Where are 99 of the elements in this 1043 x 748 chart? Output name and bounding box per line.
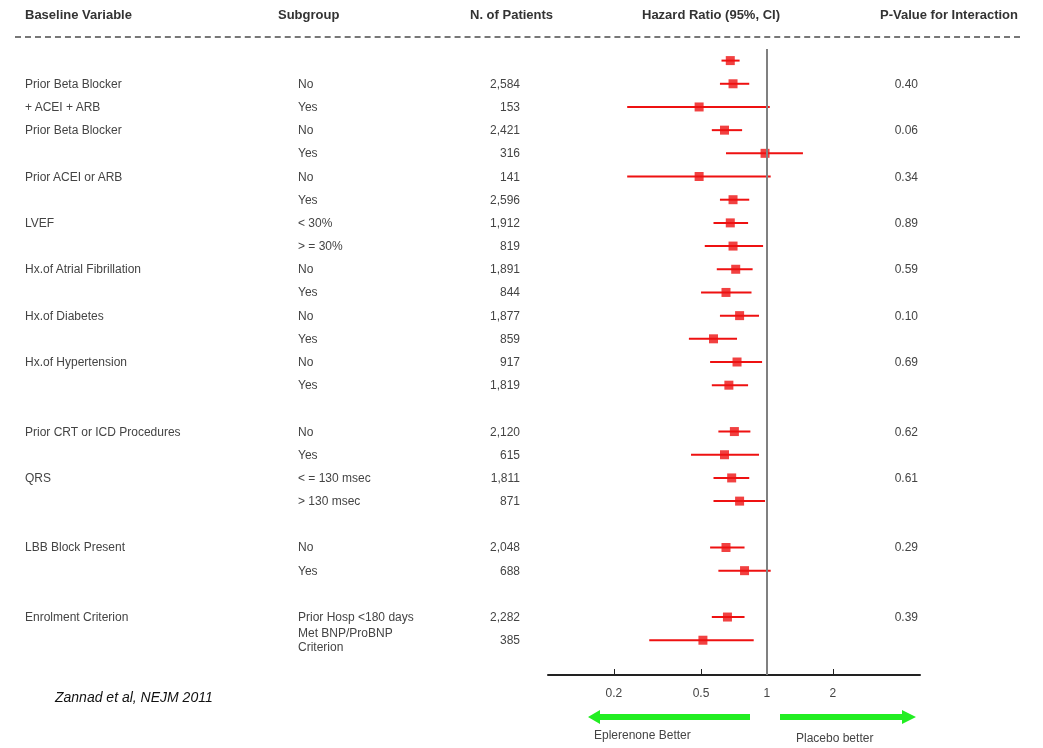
y-tick-label: 844 <box>499 285 521 300</box>
text: Baseline Variable <box>25 7 132 22</box>
x-tick-label: 2 <box>829 686 837 700</box>
point <box>731 264 741 274</box>
x-tick-label: 0.5 <box>692 686 710 700</box>
point <box>729 427 739 437</box>
text: P-Value for Interaction <box>880 7 1019 22</box>
text: No <box>298 355 314 369</box>
text: Yes <box>298 285 318 300</box>
y-tick-label: 153 <box>499 99 521 114</box>
point <box>728 195 738 205</box>
y-tick-label: 859 <box>499 331 521 346</box>
text: > = 30% <box>298 239 344 254</box>
y2-tick-label: 0.40 <box>894 76 919 91</box>
y-tick-label: 1,912 <box>489 215 521 230</box>
point <box>709 334 718 344</box>
y2-tick-label: 0.34 <box>894 169 919 184</box>
text: No <box>298 308 314 323</box>
text: No <box>298 169 314 184</box>
point <box>720 125 730 135</box>
point <box>740 566 750 576</box>
text: > 130 msec <box>298 494 361 509</box>
category-label: Hx.of Diabetes <box>25 308 104 323</box>
y2-tick-label: 0.62 <box>894 424 919 439</box>
text: No <box>298 424 314 439</box>
category-label: Prior ACEI or ARB <box>25 169 123 184</box>
y-tick-label: 2,282 <box>489 610 521 625</box>
x-tick-label: 1 <box>763 686 771 700</box>
text: Yes <box>298 378 318 393</box>
text: No <box>298 540 314 555</box>
category-label: QRS <box>25 470 52 485</box>
text: No <box>298 123 314 138</box>
point <box>732 357 742 367</box>
point <box>722 612 732 622</box>
y-tick-label: 1,811 <box>490 470 521 485</box>
text: No <box>298 262 314 277</box>
y-tick-label: 2,596 <box>489 192 521 207</box>
category-label: Prior CRT or ICD Procedures <box>25 424 181 439</box>
text: Eplerenone Better <box>594 728 691 742</box>
y2-tick-label: 0.61 <box>894 470 919 485</box>
y-tick-label: 141 <box>499 169 521 184</box>
text: Placebo better <box>796 731 874 745</box>
point <box>698 635 708 645</box>
category-label: LBB Block Present <box>25 540 126 555</box>
y-tick-label: 1,819 <box>489 378 521 393</box>
point <box>721 542 731 552</box>
x-axis-title: Hazard Ratio (95%, CI) <box>642 7 780 22</box>
text: No <box>298 76 314 91</box>
text: N. of Patients <box>470 7 554 22</box>
text: Yes <box>298 192 318 207</box>
y-tick-label: 316 <box>499 146 521 161</box>
text: < 30% <box>298 215 333 230</box>
point <box>735 496 745 506</box>
text: Yes <box>298 146 318 161</box>
point <box>727 473 737 483</box>
text: Yes <box>298 331 318 346</box>
y-tick-label: 917 <box>499 355 521 369</box>
category-label: + ACEI + ARB <box>25 99 101 114</box>
y-tick-label: 871 <box>499 494 521 509</box>
category-label: Hx.of Atrial Fibrillation <box>25 262 142 277</box>
category-label: Hx.of Hypertension <box>25 355 128 369</box>
text: Yes <box>298 99 318 114</box>
y2-tick-label: 0.10 <box>894 308 919 323</box>
text: < = 130 msec <box>298 470 371 485</box>
y2-tick-label: 0.59 <box>894 262 919 277</box>
text: Yes <box>298 447 318 462</box>
y-tick-label: 1,891 <box>489 262 521 277</box>
y2-tick-label: 0.29 <box>894 540 919 555</box>
y-tick-label: 2,048 <box>489 540 521 555</box>
y-tick-label: 2,421 <box>489 123 521 138</box>
y-tick-label: 2,120 <box>489 424 521 439</box>
y-tick-label: 688 <box>499 563 521 578</box>
point <box>735 311 745 321</box>
y2-tick-label: 0.69 <box>894 355 919 369</box>
category-label: Prior Beta Blocker <box>25 76 122 91</box>
point <box>720 450 730 460</box>
x-tick-label: 0.2 <box>605 686 623 700</box>
text: Subgroup <box>278 7 340 22</box>
y-tick-label: 1,877 <box>489 308 521 323</box>
y2-tick-label: 0.89 <box>894 215 919 230</box>
text: Met BNP/ProBNP Criterion <box>298 626 393 655</box>
text: Prior Hosp <180 days <box>298 610 414 625</box>
text: Yes <box>298 563 318 578</box>
category-label: LVEF <box>25 215 55 230</box>
point <box>728 79 738 89</box>
point <box>725 56 735 66</box>
category-label: Enrolment Criterion <box>25 610 129 625</box>
text: Zannad et al, NEJM 2011 <box>54 689 213 705</box>
y-tick-label: 385 <box>499 633 521 648</box>
point <box>725 218 735 228</box>
y-tick-label: 2,584 <box>489 76 521 91</box>
point <box>721 287 731 297</box>
y2-tick-label: 0.39 <box>894 610 919 625</box>
point <box>724 380 734 390</box>
y-tick-label: 615 <box>499 447 521 462</box>
point <box>728 241 738 251</box>
category-label: Prior Beta Blocker <box>25 123 122 138</box>
y-tick-label: 819 <box>499 239 521 254</box>
y2-tick-label: 0.06 <box>894 123 919 138</box>
